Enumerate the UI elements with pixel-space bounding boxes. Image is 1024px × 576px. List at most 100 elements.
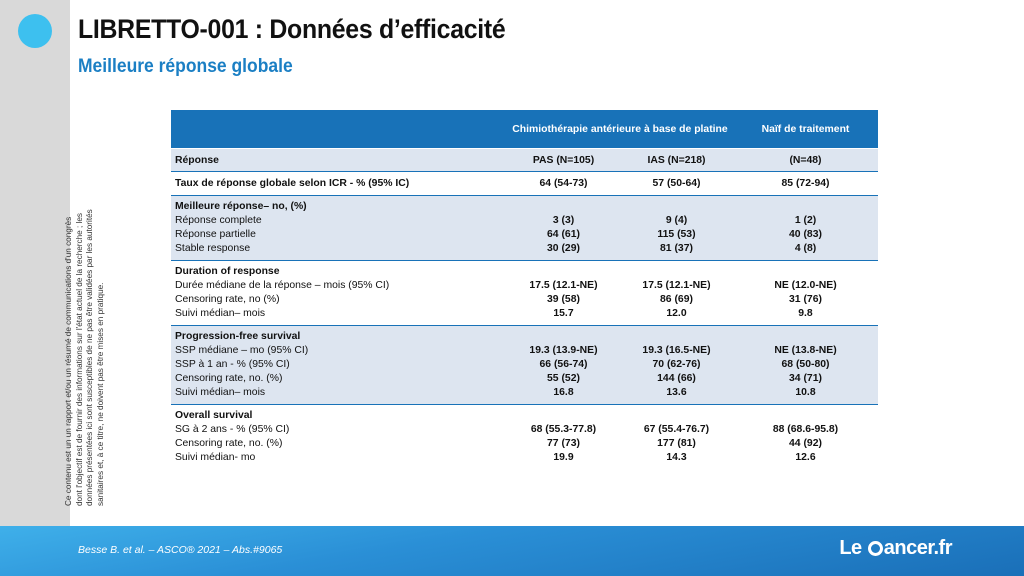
row-value: NE (12.0-NE) — [774, 280, 837, 291]
group-spacer — [624, 200, 729, 214]
row-value: 12.0 — [666, 308, 687, 319]
footer-bar: Besse B. et al. – ASCO® 2021 – Abs.#9065… — [0, 526, 1024, 576]
slide-title: LIBRETTO-001 : Données d’efficacité — [78, 14, 506, 44]
group-cell-naif: NE (12.0-NE) 31 (76) 9.8 — [733, 260, 878, 326]
row-value: 4 (8) — [794, 243, 817, 254]
row-label: Réponse partielle — [175, 229, 256, 240]
row-label: Suivi médian– mois — [175, 308, 266, 319]
group-spacer — [511, 409, 616, 423]
left-sidebar: Ce contenu est un un rapport et/ou un ré… — [0, 0, 105, 526]
group-spacer — [511, 330, 616, 344]
table-group: Overall survival SG à 2 ans - % (95% CI) C… — [171, 404, 878, 469]
subheader-naif: (N=48) — [733, 148, 878, 172]
row-value: 44 (92) — [789, 438, 822, 449]
group-title: Progression-free survival — [175, 331, 301, 342]
row-value: 55 (52) — [547, 373, 580, 384]
row-value: 81 (37) — [660, 243, 693, 254]
row-value: 12.6 — [795, 452, 816, 463]
row-value: 19.9 — [553, 452, 574, 463]
logo-text-left: Le — [839, 537, 862, 559]
row-label: SSP médiane – mo (95% CI) — [175, 345, 309, 356]
citation: Besse B. et al. – ASCO® 2021 – Abs.#9065 — [78, 544, 283, 556]
group-cell-ias: 19.3 (16.5-NE) 70 (62-76) 144 (66) 13.6 — [620, 325, 733, 405]
group-cell-label: Overall survival SG à 2 ans - % (95% CI) C… — [171, 404, 507, 469]
row-value: 64 (61) — [547, 229, 580, 240]
row-value: 177 (81) — [657, 438, 696, 449]
row-value: 115 (53) — [657, 229, 696, 240]
group-cell-pas: 68 (55.3-77.8) 77 (73) 19.9 — [507, 404, 620, 469]
row-value: 70 (62-76) — [652, 359, 701, 370]
group-spacer — [737, 200, 874, 214]
row-value: 88 (68.6-95.8) — [772, 424, 839, 435]
row-label: Stable response — [175, 243, 251, 254]
row-value: 9.8 — [798, 308, 813, 319]
orr-naif: 85 (72-94) — [733, 171, 878, 196]
row-label: Censoring rate, no. (%) — [175, 438, 283, 449]
row-value: 34 (71) — [789, 373, 822, 384]
row-value: 19.3 (16.5-NE) — [642, 345, 711, 356]
group-cell-ias: 9 (4) 115 (53) 81 (37) — [620, 195, 733, 261]
row-value: 67 (55.4-76.7) — [643, 424, 710, 435]
row-label: SSP à 1 an - % (95% CI) — [175, 359, 290, 370]
orr-ias: 57 (50-64) — [620, 171, 733, 196]
row-value: 17.5 (12.1-NE) — [529, 280, 598, 291]
row-value: 77 (73) — [547, 438, 580, 449]
row-label: SG à 2 ans - % (95% CI) — [175, 424, 290, 435]
group-spacer — [737, 330, 874, 344]
row-value: 19.3 (13.9-NE) — [529, 345, 598, 356]
lecancer-logo: Le ancer.fr — [839, 537, 952, 560]
group-cell-naif: 88 (68.6-95.8) 44 (92) 12.6 — [733, 404, 878, 469]
row-value: 86 (69) — [660, 294, 693, 305]
logo-text-right: ancer.fr — [883, 537, 953, 559]
subheader-pas: PAS (N=105) — [507, 148, 620, 172]
orr-pas: 64 (54-73) — [507, 171, 620, 196]
group-cell-naif: NE (13.8-NE) 68 (50-80) 34 (71) 10.8 — [733, 325, 878, 405]
group-spacer — [624, 330, 729, 344]
row-label: Durée médiane de la réponse – mois (95% … — [175, 280, 390, 291]
group-cell-naif: 1 (2) 40 (83) 4 (8) — [733, 195, 878, 261]
orr-row: Taux de réponse globale selon ICR - % (9… — [171, 171, 878, 196]
row-value: 39 (58) — [547, 294, 580, 305]
subheader-label: Réponse — [171, 148, 507, 172]
group-cell-ias: 67 (55.4-76.7) 177 (81) 14.3 — [620, 404, 733, 469]
disclaimer-text: Ce contenu est un un rapport et/ou un ré… — [64, 209, 105, 506]
group-cell-label: Meilleure réponse– no, (%) Réponse comple… — [171, 195, 507, 261]
accent-circle — [18, 14, 52, 48]
logo-ring-icon — [867, 541, 883, 556]
row-value: 3 (3) — [552, 215, 575, 226]
group-cell-ias: 17.5 (12.1-NE) 86 (69) 12.0 — [620, 260, 733, 326]
group-spacer — [737, 409, 874, 423]
row-label: Suivi médian- mo — [175, 452, 256, 463]
group-title: Meilleure réponse– no, (%) — [175, 201, 307, 212]
table-group: Progression-free survival SSP médiane – m… — [171, 325, 878, 405]
header-platinum: Chimiothérapie antérieure à base de plat… — [507, 110, 733, 149]
group-spacer — [511, 200, 616, 214]
row-value: 9 (4) — [665, 215, 688, 226]
table-subheader-row: Réponse PAS (N=105) IAS (N=218) (N=48) — [171, 148, 878, 172]
row-value: 30 (29) — [547, 243, 580, 254]
footer-gradient — [0, 526, 1024, 576]
row-value: 68 (55.3-77.8) — [530, 424, 597, 435]
group-cell-pas: 3 (3) 64 (61) 30 (29) — [507, 195, 620, 261]
table-header-row: Chimiothérapie antérieure à base de plat… — [171, 110, 878, 149]
group-title: Duration of response — [175, 266, 280, 277]
table-group: Meilleure réponse– no, (%) Réponse comple… — [171, 195, 878, 261]
header-naive: Naïf de traitement — [733, 110, 878, 149]
group-cell-label: Progression-free survival SSP médiane – m… — [171, 325, 507, 405]
group-spacer — [624, 409, 729, 423]
slide-subtitle: Meilleure réponse globale — [78, 56, 293, 77]
row-label: Suivi médian– mois — [175, 387, 266, 398]
row-label: Réponse complete — [175, 215, 262, 226]
efficacy-table: Chimiothérapie antérieure à base de plat… — [171, 110, 878, 469]
group-cell-pas: 17.5 (12.1-NE) 39 (58) 15.7 — [507, 260, 620, 326]
row-value: 10.8 — [795, 387, 816, 398]
table-groups: Meilleure réponse– no, (%) Réponse comple… — [171, 195, 878, 469]
row-value: 40 (83) — [789, 229, 822, 240]
row-value: NE (13.8-NE) — [774, 345, 837, 356]
group-spacer — [624, 265, 729, 279]
group-spacer — [511, 265, 616, 279]
row-value: 16.8 — [553, 387, 574, 398]
row-value: 31 (76) — [789, 294, 822, 305]
group-spacer — [737, 265, 874, 279]
row-value: 66 (56-74) — [539, 359, 588, 370]
